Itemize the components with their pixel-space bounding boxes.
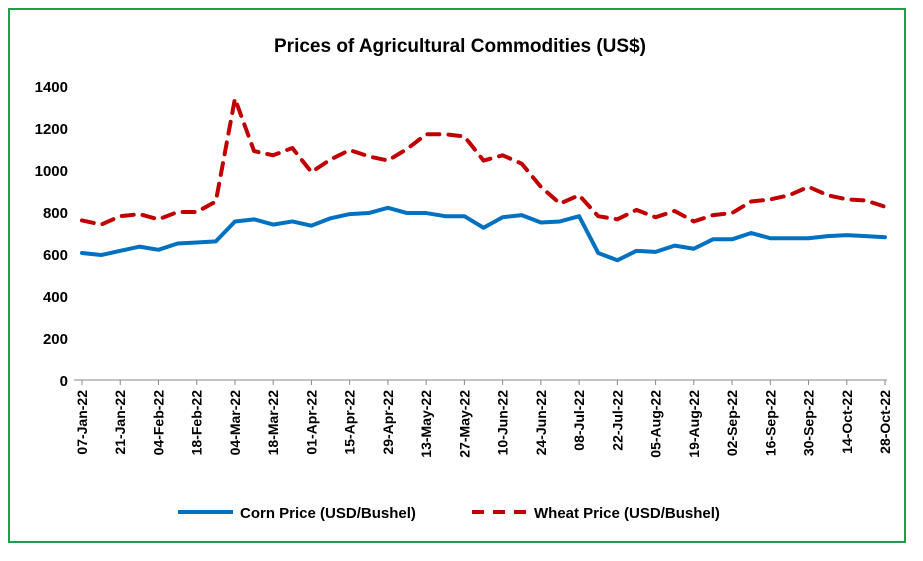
x-tick-label: 02-Sep-22: [724, 390, 740, 456]
x-tick-label: 24-Jun-22: [533, 390, 549, 456]
x-tick-label: 05-Aug-22: [648, 390, 664, 458]
x-tick-label: 30-Sep-22: [801, 390, 817, 456]
y-tick-label: 200: [43, 331, 68, 348]
chart-title: Prices of Agricultural Commodities (US$): [274, 36, 646, 57]
y-tick-label: 0: [60, 373, 68, 390]
x-tick-label: 08-Jul-22: [571, 390, 587, 451]
x-tick-label: 18-Feb-22: [189, 390, 205, 456]
x-tick-label: 18-Mar-22: [265, 390, 281, 456]
wheat-price-line: [80, 96, 887, 227]
y-tick-label: 800: [43, 205, 68, 222]
x-tick-label: 01-Apr-22: [303, 390, 319, 455]
x-tick-label: 19-Aug-22: [686, 390, 702, 458]
x-tick-label: 16-Sep-22: [762, 390, 778, 456]
x-tick-label: 29-Apr-22: [380, 390, 396, 455]
x-tick-label: 28-Oct-22: [877, 390, 893, 454]
y-tick-label: 400: [43, 289, 68, 306]
y-tick-label: 600: [43, 247, 68, 264]
chart-frame: [8, 8, 906, 543]
x-tick-label: 27-May-22: [456, 390, 472, 458]
y-tick-label: 1200: [35, 121, 68, 138]
x-tick-label: 04-Feb-22: [150, 390, 166, 456]
x-tick-label: 07-Jan-22: [74, 390, 90, 455]
x-tick-label: 14-Oct-22: [839, 390, 855, 454]
x-tick-label: 15-Apr-22: [342, 390, 358, 455]
x-tick-label: 13-May-22: [418, 390, 434, 458]
x-tick-label: 22-Jul-22: [609, 390, 625, 451]
legend-label: Corn Price (USD/Bushel): [240, 505, 416, 522]
y-tick-label: 1400: [35, 79, 68, 96]
legend-label: Wheat Price (USD/Bushel): [534, 505, 720, 522]
corn-price-line: [80, 205, 887, 263]
y-tick-label: 1000: [35, 163, 68, 180]
x-tick-label: 21-Jan-22: [112, 390, 128, 455]
x-tick-label: 04-Mar-22: [227, 390, 243, 456]
x-tick-label: 10-Jun-22: [495, 390, 511, 456]
